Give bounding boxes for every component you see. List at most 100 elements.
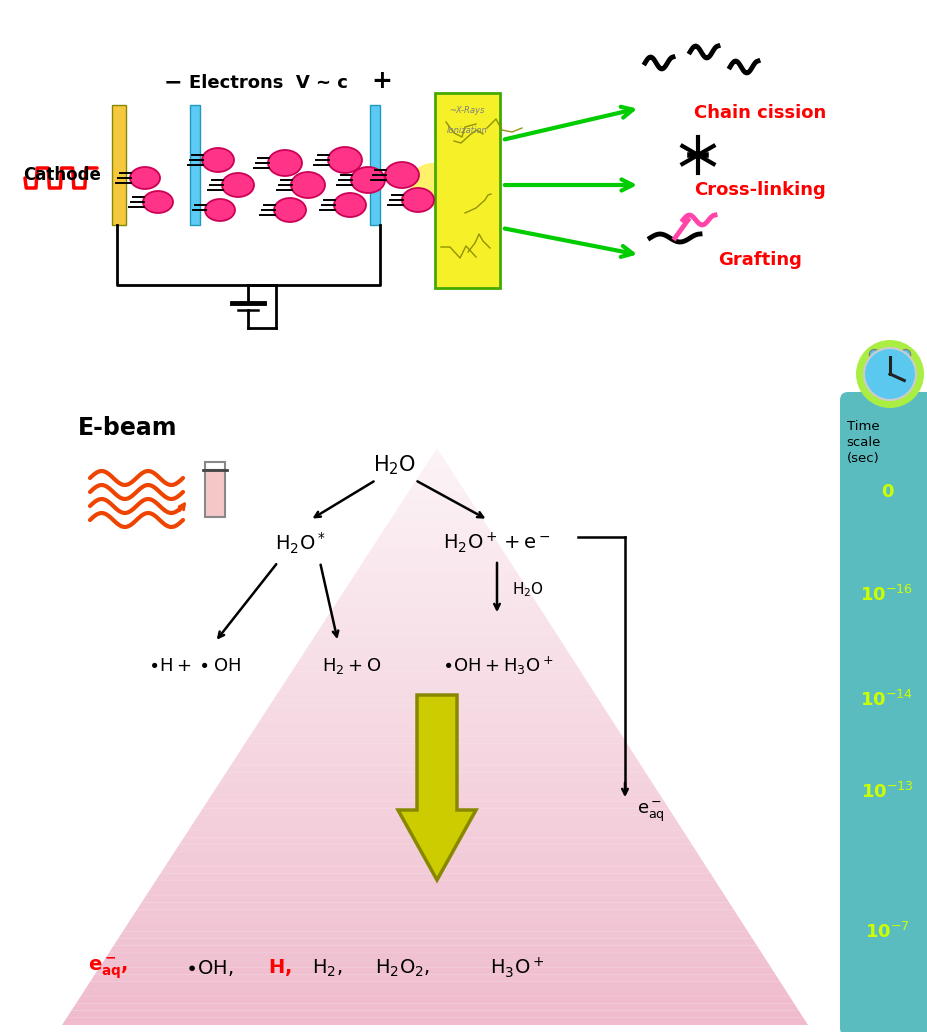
Ellipse shape bbox=[274, 198, 306, 222]
Polygon shape bbox=[114, 938, 757, 945]
FancyBboxPatch shape bbox=[840, 392, 927, 1032]
Ellipse shape bbox=[202, 148, 234, 172]
Ellipse shape bbox=[205, 199, 235, 221]
Bar bbox=[205, 462, 225, 470]
Polygon shape bbox=[108, 945, 762, 953]
Polygon shape bbox=[301, 650, 571, 657]
Polygon shape bbox=[151, 880, 720, 888]
Polygon shape bbox=[99, 960, 771, 967]
Polygon shape bbox=[212, 787, 660, 795]
Polygon shape bbox=[315, 628, 557, 636]
Text: $\mathregular{H_2}$,: $\mathregular{H_2}$, bbox=[312, 958, 342, 978]
Polygon shape bbox=[146, 888, 725, 895]
Ellipse shape bbox=[291, 172, 325, 198]
Ellipse shape bbox=[268, 150, 302, 176]
Text: $\mathregular{H_3O^+}$: $\mathregular{H_3O^+}$ bbox=[490, 956, 544, 980]
Polygon shape bbox=[240, 744, 632, 751]
Ellipse shape bbox=[402, 188, 434, 212]
Bar bbox=[205, 470, 225, 517]
Polygon shape bbox=[372, 542, 502, 549]
Text: $\mathregular{H_2O}$: $\mathregular{H_2O}$ bbox=[374, 453, 416, 477]
Polygon shape bbox=[123, 924, 748, 931]
Polygon shape bbox=[329, 607, 543, 614]
Polygon shape bbox=[395, 506, 478, 513]
Polygon shape bbox=[413, 477, 460, 484]
Polygon shape bbox=[160, 866, 711, 873]
Polygon shape bbox=[188, 824, 683, 831]
Polygon shape bbox=[320, 621, 552, 628]
Polygon shape bbox=[292, 665, 580, 672]
Bar bbox=[435, 93, 500, 288]
Text: $\mathregular{H_2O}$: $\mathregular{H_2O}$ bbox=[512, 581, 544, 600]
Polygon shape bbox=[381, 527, 492, 535]
Polygon shape bbox=[81, 989, 790, 996]
Text: $\mathregular{H_2 + O}$: $\mathregular{H_2 + O}$ bbox=[323, 656, 382, 676]
FancyArrow shape bbox=[398, 695, 476, 880]
Polygon shape bbox=[367, 549, 506, 556]
Polygon shape bbox=[324, 614, 548, 621]
Polygon shape bbox=[348, 578, 525, 585]
Polygon shape bbox=[198, 809, 674, 816]
Polygon shape bbox=[254, 722, 618, 730]
Bar bbox=[370, 105, 380, 225]
Text: $\mathregular{\bullet OH + H_3O^+}$: $\mathregular{\bullet OH + H_3O^+}$ bbox=[442, 655, 553, 677]
Polygon shape bbox=[184, 831, 688, 838]
Circle shape bbox=[901, 350, 910, 359]
Text: $\mathregular{H}$,: $\mathregular{H}$, bbox=[268, 958, 292, 978]
Ellipse shape bbox=[351, 167, 385, 193]
Polygon shape bbox=[62, 1018, 808, 1025]
Text: $\mathregular{e^-_{aq}}$: $\mathregular{e^-_{aq}}$ bbox=[637, 800, 665, 825]
Polygon shape bbox=[287, 672, 585, 679]
Polygon shape bbox=[263, 708, 609, 715]
Text: $\mathregular{H_2O^+ + e^-}$: $\mathregular{H_2O^+ + e^-}$ bbox=[443, 530, 551, 555]
Polygon shape bbox=[235, 751, 637, 759]
Text: $\mathregular{H_2O_2}$,: $\mathregular{H_2O_2}$, bbox=[375, 958, 430, 978]
Polygon shape bbox=[273, 694, 600, 701]
Text: E-beam: E-beam bbox=[78, 416, 177, 440]
Polygon shape bbox=[128, 916, 743, 924]
Polygon shape bbox=[203, 802, 669, 809]
Text: 10$^{-14}$: 10$^{-14}$ bbox=[860, 690, 913, 710]
Text: 10$^{-16}$: 10$^{-16}$ bbox=[860, 585, 913, 605]
Polygon shape bbox=[376, 535, 497, 542]
Polygon shape bbox=[390, 513, 483, 520]
Circle shape bbox=[856, 340, 924, 408]
Polygon shape bbox=[311, 636, 562, 643]
Polygon shape bbox=[245, 737, 628, 744]
Polygon shape bbox=[427, 455, 446, 462]
Polygon shape bbox=[268, 701, 604, 708]
Polygon shape bbox=[137, 902, 734, 909]
Polygon shape bbox=[193, 816, 679, 824]
Bar bbox=[112, 105, 126, 225]
Ellipse shape bbox=[143, 191, 173, 213]
Polygon shape bbox=[297, 657, 576, 665]
Polygon shape bbox=[71, 1003, 799, 1010]
Polygon shape bbox=[222, 773, 651, 780]
Polygon shape bbox=[226, 766, 646, 773]
Polygon shape bbox=[259, 715, 614, 722]
Text: Time
scale
(sec): Time scale (sec) bbox=[845, 420, 881, 465]
Text: $\mathregular{e^-_{aq}}$,: $\mathregular{e^-_{aq}}$, bbox=[88, 955, 128, 981]
Polygon shape bbox=[67, 1010, 804, 1018]
Polygon shape bbox=[119, 931, 753, 938]
Polygon shape bbox=[306, 643, 566, 650]
Bar bbox=[190, 105, 200, 225]
Polygon shape bbox=[170, 851, 702, 859]
Text: $\mathregular{\bullet H + \bullet OH}$: $\mathregular{\bullet H + \bullet OH}$ bbox=[148, 657, 242, 675]
Text: Cathode: Cathode bbox=[23, 166, 101, 184]
Polygon shape bbox=[231, 759, 641, 766]
Polygon shape bbox=[334, 600, 539, 607]
Polygon shape bbox=[277, 686, 595, 694]
Text: Cross-linking: Cross-linking bbox=[694, 181, 826, 199]
Polygon shape bbox=[156, 873, 716, 880]
Polygon shape bbox=[362, 556, 511, 563]
Text: 10$^{-7}$: 10$^{-7}$ bbox=[865, 922, 909, 942]
Text: +: + bbox=[372, 69, 392, 93]
Polygon shape bbox=[179, 838, 692, 844]
Ellipse shape bbox=[328, 147, 362, 173]
Polygon shape bbox=[400, 498, 474, 506]
Polygon shape bbox=[174, 844, 697, 851]
Polygon shape bbox=[76, 996, 794, 1003]
Polygon shape bbox=[133, 909, 739, 916]
Text: Chain cission: Chain cission bbox=[694, 104, 826, 122]
